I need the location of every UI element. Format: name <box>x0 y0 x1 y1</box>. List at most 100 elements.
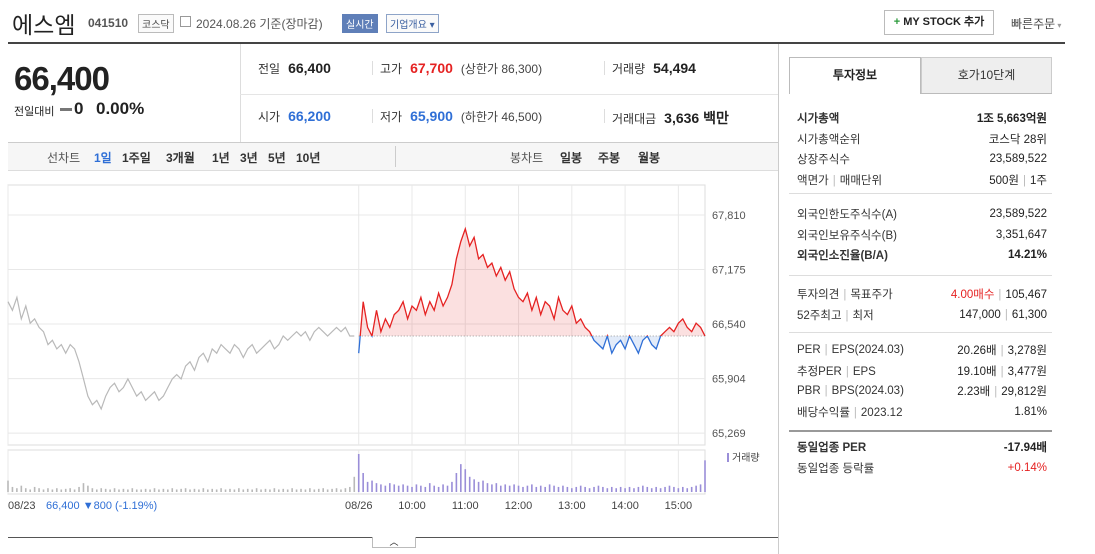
tab-active[interactable]: 투자정보 <box>789 57 921 94</box>
info-label: 추정PER <box>797 365 842 378</box>
volume-bar <box>95 489 98 492</box>
info-value-group: 23,589,522 <box>989 153 1047 165</box>
summary-label: 시가 <box>258 110 281 124</box>
volume-bar <box>380 484 382 492</box>
volume-bar <box>655 486 657 492</box>
volume-bar <box>699 484 702 492</box>
period-tab[interactable]: 1주일 <box>122 151 151 165</box>
volume-bar <box>326 489 329 492</box>
volume-legend-swatch <box>727 453 729 462</box>
info-label: 시가총액순위 <box>797 133 861 146</box>
volume-bar <box>340 489 342 492</box>
period-tab[interactable]: 1년 <box>212 151 230 165</box>
info-value-group: 2.23배 | 29,812원 <box>957 383 1047 399</box>
summary-label: 거래량 <box>612 62 646 76</box>
volume-bar <box>344 488 347 492</box>
volume-bar <box>593 486 595 492</box>
info-label-group: 액면가 | 매매단위 <box>797 172 882 188</box>
collapse-toggle[interactable]: ︿ <box>372 537 416 548</box>
info-value: 코스닥 28위 <box>988 133 1047 146</box>
volume-bar <box>269 489 271 492</box>
header-rule <box>8 42 1065 44</box>
volume-bar <box>260 489 262 492</box>
summary-note: (하한가 46,500) <box>460 110 543 124</box>
volume-bar <box>424 486 427 492</box>
company-button[interactable]: 기업개요 ▾ <box>386 14 439 33</box>
volume-bar <box>331 488 333 492</box>
volume-bar <box>619 486 622 492</box>
calendar-icon <box>180 16 191 27</box>
info-value: -17.94배 <box>1003 442 1047 454</box>
info-value: 500원 <box>989 174 1020 187</box>
period-tab[interactable]: 10년 <box>296 151 321 165</box>
divider <box>240 44 241 142</box>
volume-bar <box>233 489 236 492</box>
volume-bar <box>526 485 529 492</box>
volume-bar <box>553 485 555 492</box>
volume-bar <box>597 485 600 492</box>
info-value: 20.26배 <box>957 345 997 357</box>
y-tick-label: 65,904 <box>712 374 746 386</box>
separator: | <box>832 174 836 187</box>
volume-bar <box>78 486 80 492</box>
volume-bar <box>229 488 231 492</box>
info-value: 3,477원 <box>1007 365 1047 378</box>
separator: | <box>998 289 1002 301</box>
tab[interactable]: 호가10단계 <box>921 57 1052 94</box>
summary-label: 고가 <box>380 62 403 76</box>
volume-bar <box>189 489 191 492</box>
volume-bar <box>251 489 253 492</box>
candle-tab[interactable]: 주봉 <box>598 151 621 165</box>
info-label: PBR <box>797 385 821 397</box>
volume-bar <box>335 488 338 492</box>
info-value-group: 500원 | 1주 <box>989 172 1047 188</box>
tab-group-label: 봉차트 <box>510 151 544 165</box>
volume-bar <box>606 488 609 492</box>
company-label: 기업개요 <box>390 20 427 31</box>
volume-bar <box>171 488 174 492</box>
separator: | <box>1000 365 1004 378</box>
price-line-up <box>359 226 706 337</box>
y-tick-label: 65,269 <box>712 428 746 440</box>
summary-item: 거래대금 3,636 백만 <box>612 108 729 128</box>
volume-bar <box>588 488 591 492</box>
volume-bar <box>175 489 178 492</box>
info-row: 시가총액순위 코스닥 28위 <box>797 130 1047 148</box>
info-row: 추정PER | EPS 19.10배 | 3,477원 <box>797 362 1047 380</box>
info-label-group: 추정PER | EPS <box>797 363 876 379</box>
info-label: 최저 <box>852 309 874 322</box>
summary-note: (상한가 86,300) <box>460 62 543 76</box>
info-value: 61,300 <box>1011 308 1047 321</box>
volume-bar <box>584 486 586 492</box>
volume-bar <box>87 485 89 492</box>
period-tab[interactable]: 3년 <box>240 151 258 165</box>
volume-bar <box>624 488 626 492</box>
period-tab[interactable]: 1일 <box>94 151 112 165</box>
candle-tab[interactable]: 일봉 <box>560 151 583 165</box>
period-tab[interactable]: 5년 <box>268 151 286 165</box>
candle-tab[interactable]: 월봉 <box>638 151 661 165</box>
period-tab[interactable]: 3개월 <box>166 151 195 165</box>
volume-bar <box>295 489 298 492</box>
volume-bar <box>113 488 116 492</box>
quick-order[interactable]: 빠른주문 ▾ <box>1011 17 1062 31</box>
volume-bar <box>557 486 560 492</box>
realtime-badge[interactable]: 실시간 <box>342 14 378 33</box>
volume-bar <box>140 489 142 492</box>
volume-bar <box>610 486 613 492</box>
volume-bar <box>100 488 103 492</box>
volume-bar <box>508 485 511 492</box>
volume-bar <box>544 486 546 492</box>
volume-bar <box>486 483 489 492</box>
summary-label: 전일 <box>258 62 281 76</box>
mystock-button[interactable]: + MY STOCK 추가 <box>884 10 994 35</box>
info-row: 외국인소진율(B/A) 14.21% <box>797 246 1047 264</box>
volume-bar <box>566 486 569 492</box>
summary-item: 저가 65,900 (하한가 46,500) <box>380 108 542 125</box>
info-value: 105,467 <box>1005 289 1047 301</box>
info-row: PBR | BPS(2024.03) 2.23배 | 29,812원 <box>797 382 1047 400</box>
volume-bar <box>682 486 684 492</box>
volume-bar <box>162 488 165 492</box>
volume-bar <box>127 489 129 492</box>
volume-bar <box>131 488 134 492</box>
